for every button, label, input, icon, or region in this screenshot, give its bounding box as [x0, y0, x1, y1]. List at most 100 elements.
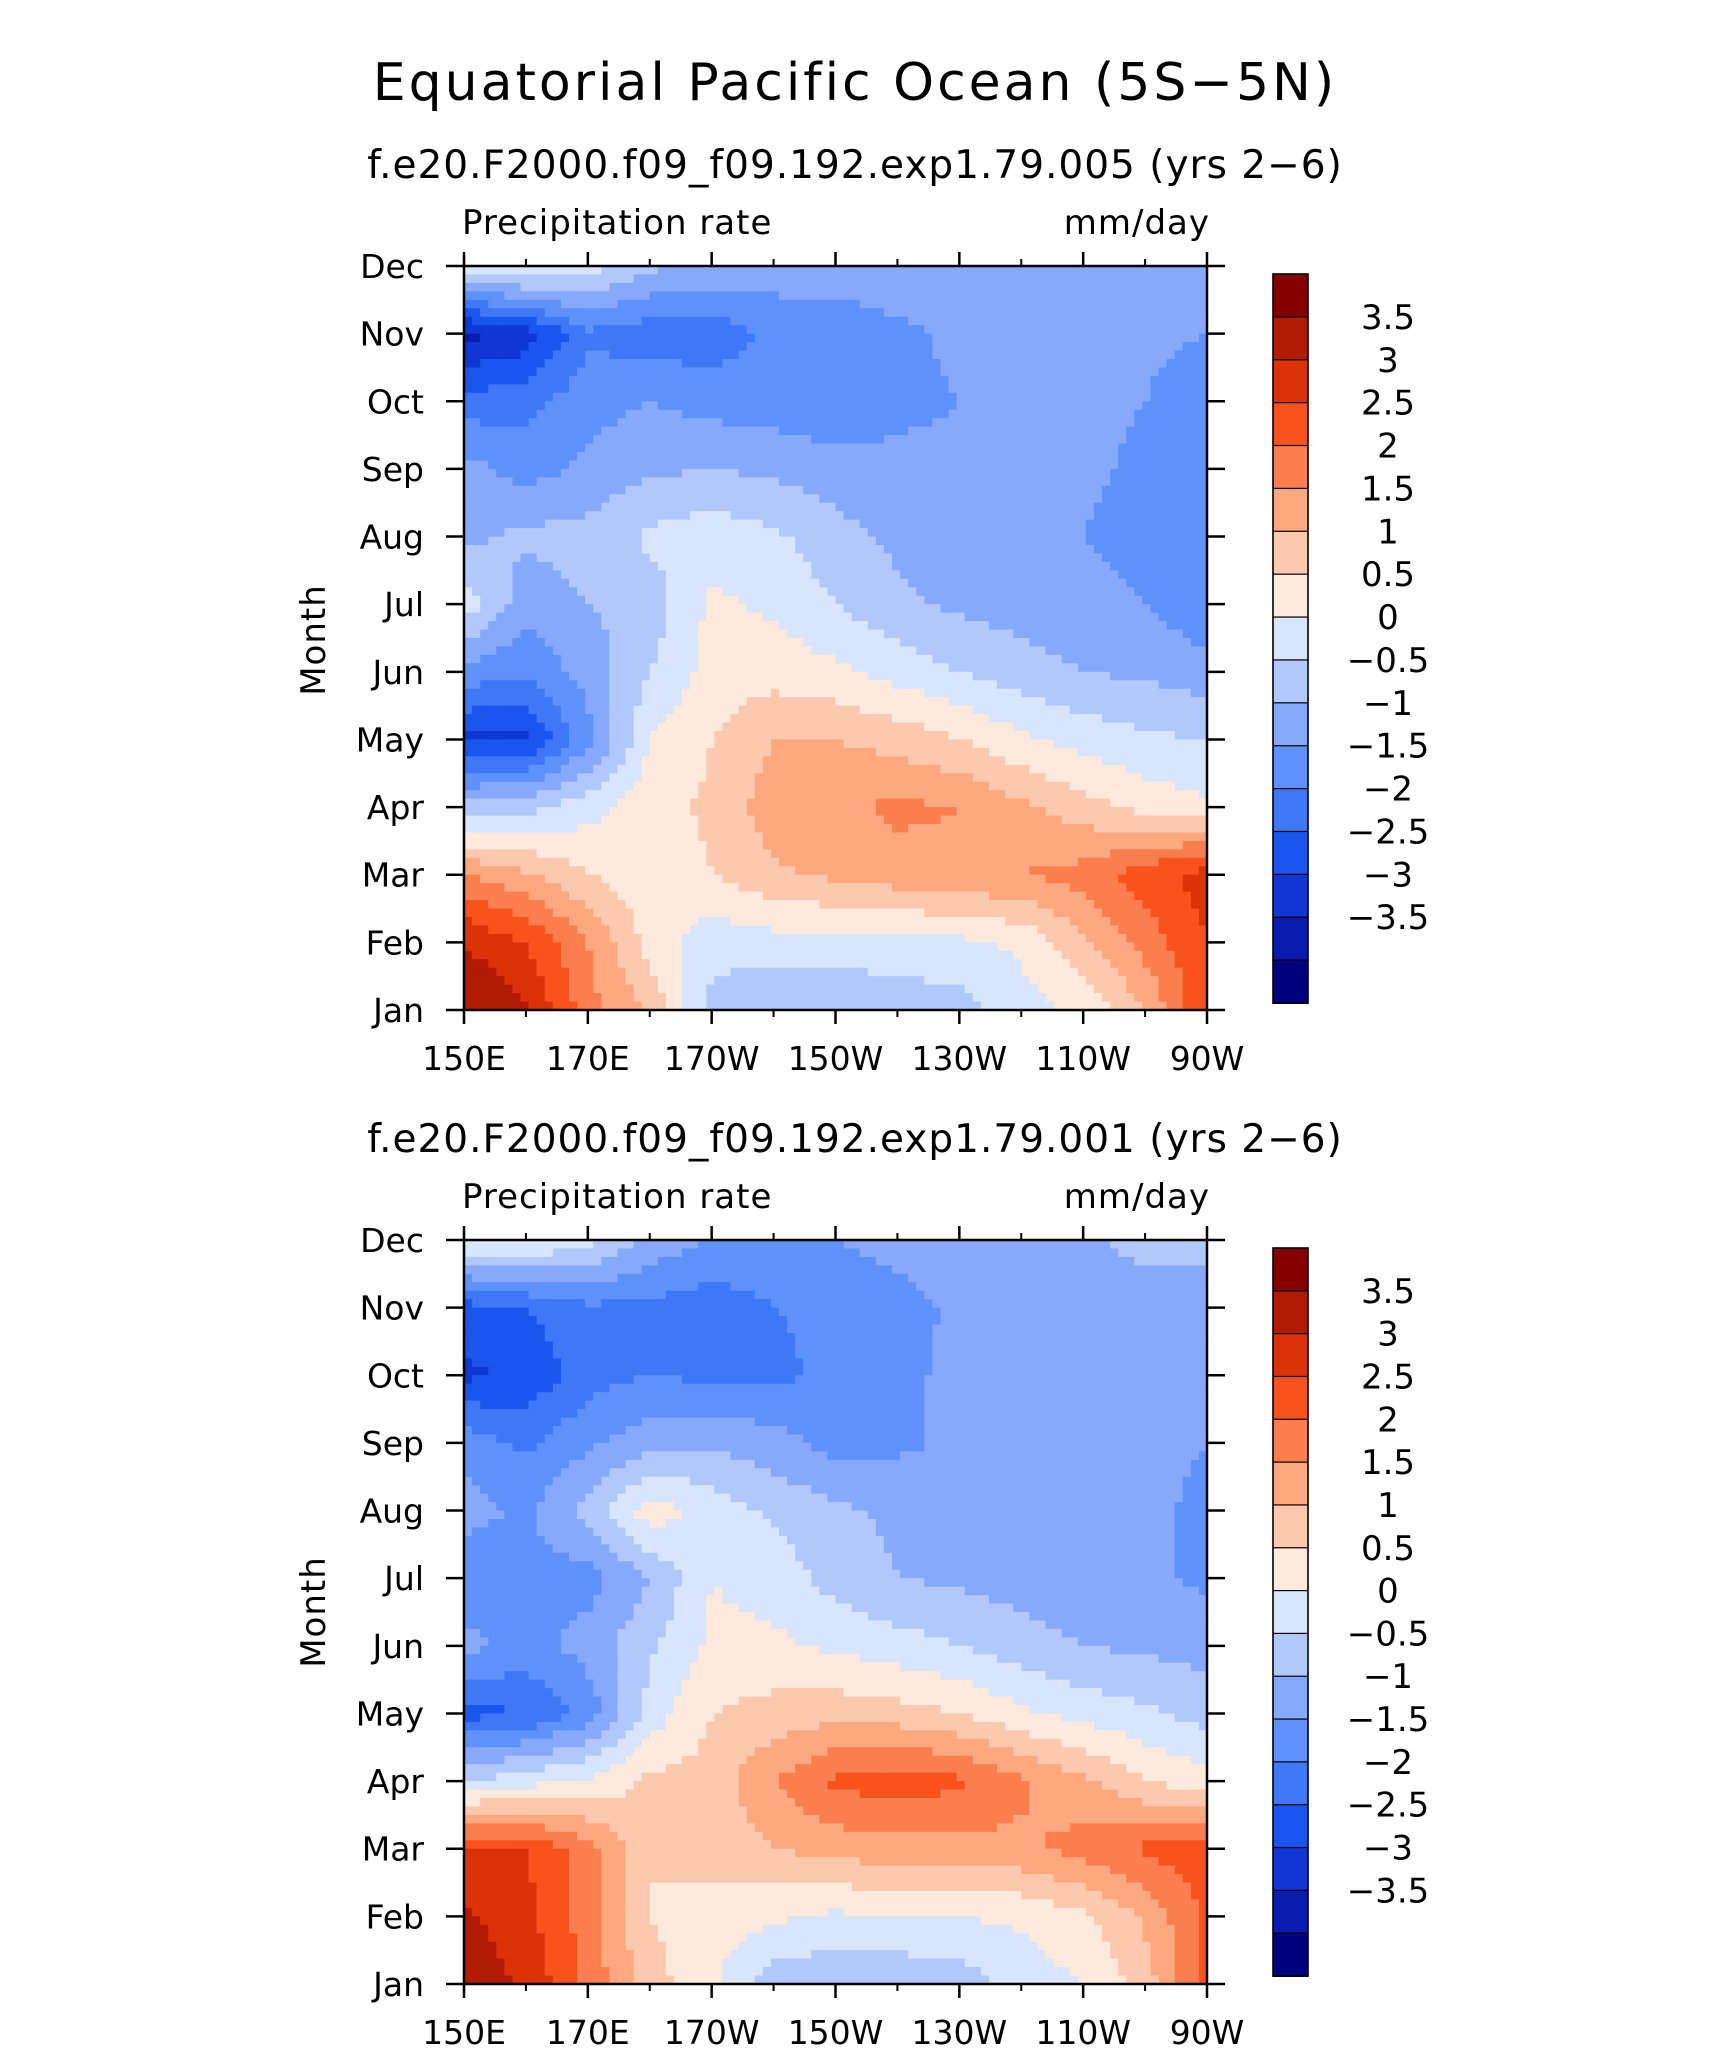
- field-cell: [1198, 688, 1208, 698]
- field-cell: [1190, 561, 1200, 571]
- field-cell: [1005, 688, 1014, 698]
- field-cell: [1158, 435, 1168, 445]
- field-cell: [722, 299, 732, 309]
- field-cell: [835, 274, 845, 284]
- field-cell: [649, 426, 659, 436]
- field-cell: [1061, 299, 1071, 309]
- field-cell: [972, 384, 982, 394]
- field-cell: [811, 401, 820, 411]
- field-cell: [488, 350, 497, 360]
- field-cell: [496, 502, 505, 512]
- field-cell: [811, 426, 820, 436]
- field-cell: [1150, 375, 1160, 385]
- field-cell: [1102, 697, 1111, 707]
- field-cell: [480, 621, 489, 631]
- field-cell: [1118, 705, 1127, 715]
- field-cell: [1029, 282, 1039, 292]
- field-cell: [924, 663, 934, 673]
- field-cell: [1110, 528, 1119, 538]
- field-cell: [787, 316, 796, 326]
- field-cell: [1182, 299, 1192, 309]
- field-cell: [641, 375, 651, 385]
- field-cell: [1021, 545, 1030, 555]
- field-cell: [892, 443, 901, 453]
- field-cell: [706, 561, 715, 571]
- field-cell: [657, 443, 667, 453]
- field-cell: [577, 274, 586, 284]
- field-cell: [536, 460, 546, 470]
- field-cell: [673, 688, 683, 698]
- field-cell: [528, 553, 538, 563]
- field-cell: [528, 705, 538, 715]
- field-cell: [577, 401, 586, 411]
- field-cell: [552, 578, 562, 588]
- field-cell: [1134, 587, 1143, 597]
- field-cell: [843, 468, 853, 478]
- field-cell: [673, 426, 683, 436]
- field-cell: [593, 587, 602, 597]
- field-cell: [940, 291, 950, 301]
- field-cell: [480, 435, 489, 445]
- field-cell: [690, 384, 699, 394]
- field-cell: [1110, 452, 1119, 462]
- field-cell: [601, 435, 610, 445]
- field-cell: [924, 401, 934, 411]
- field-cell: [1158, 561, 1168, 571]
- field-cell: [593, 477, 602, 487]
- field-cell: [536, 266, 546, 276]
- field-cell: [609, 604, 619, 614]
- field-cell: [690, 367, 699, 377]
- field-cell: [754, 680, 764, 690]
- field-cell: [1190, 384, 1200, 394]
- field-cell: [617, 722, 627, 732]
- field-cell: [577, 477, 586, 487]
- field-cell: [536, 418, 546, 428]
- field-cell: [1013, 308, 1022, 318]
- field-cell: [908, 595, 917, 605]
- field-cell: [1093, 621, 1103, 631]
- field-cell: [690, 688, 699, 698]
- field-cell: [1085, 485, 1095, 495]
- field-cell: [1110, 401, 1119, 411]
- field-cell: [496, 612, 505, 622]
- field-cell: [1126, 587, 1135, 597]
- field-cell: [803, 502, 812, 512]
- field-cell: [673, 680, 683, 690]
- field-cell: [1045, 477, 1055, 487]
- field-cell: [1134, 325, 1143, 335]
- panel-top-units-label: mm/day: [1064, 203, 1210, 243]
- field-cell: [1158, 612, 1168, 622]
- field-cell: [649, 316, 659, 326]
- field-cell: [1013, 274, 1022, 284]
- field-cell: [690, 443, 699, 453]
- field-cell: [512, 671, 522, 681]
- field-cell: [520, 654, 530, 664]
- field-cell: [617, 452, 627, 462]
- field-cell: [560, 401, 570, 411]
- field-cell: [649, 325, 659, 335]
- field-cell: [496, 638, 505, 648]
- field-cell: [746, 494, 756, 504]
- field-cell: [1182, 409, 1192, 419]
- field-cell: [552, 485, 562, 495]
- field-cell: [811, 266, 820, 276]
- field-cell: [706, 443, 715, 453]
- field-cell: [480, 587, 489, 597]
- field-cell: [504, 485, 514, 495]
- field-cell: [997, 680, 1006, 690]
- field-cell: [1061, 680, 1071, 690]
- field-cell: [843, 392, 853, 402]
- field-cell: [795, 671, 804, 681]
- field-cell: [560, 494, 570, 504]
- field-cell: [1093, 342, 1103, 352]
- field-cell: [520, 688, 530, 698]
- field-cell: [1126, 384, 1135, 394]
- field-cell: [778, 266, 788, 276]
- field-cell: [932, 477, 942, 487]
- field-cell: [1037, 435, 1047, 445]
- field-cell: [633, 714, 643, 724]
- field-cell: [883, 291, 893, 301]
- field-cell: [1005, 426, 1014, 436]
- field-cell: [859, 468, 869, 478]
- field-cell: [585, 435, 594, 445]
